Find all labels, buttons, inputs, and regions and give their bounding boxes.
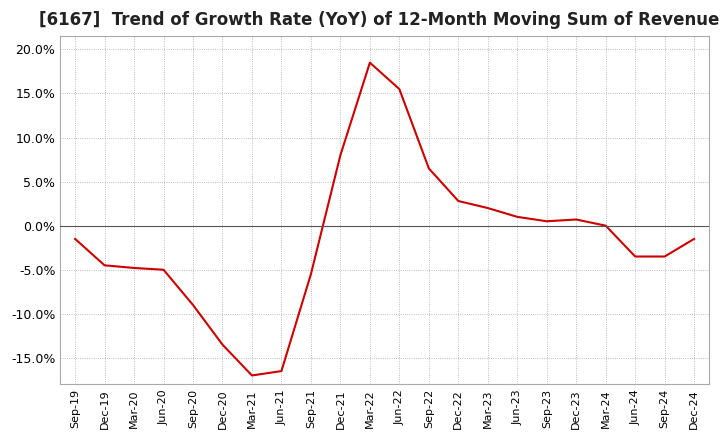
Title: [6167]  Trend of Growth Rate (YoY) of 12-Month Moving Sum of Revenues: [6167] Trend of Growth Rate (YoY) of 12-…: [40, 11, 720, 29]
